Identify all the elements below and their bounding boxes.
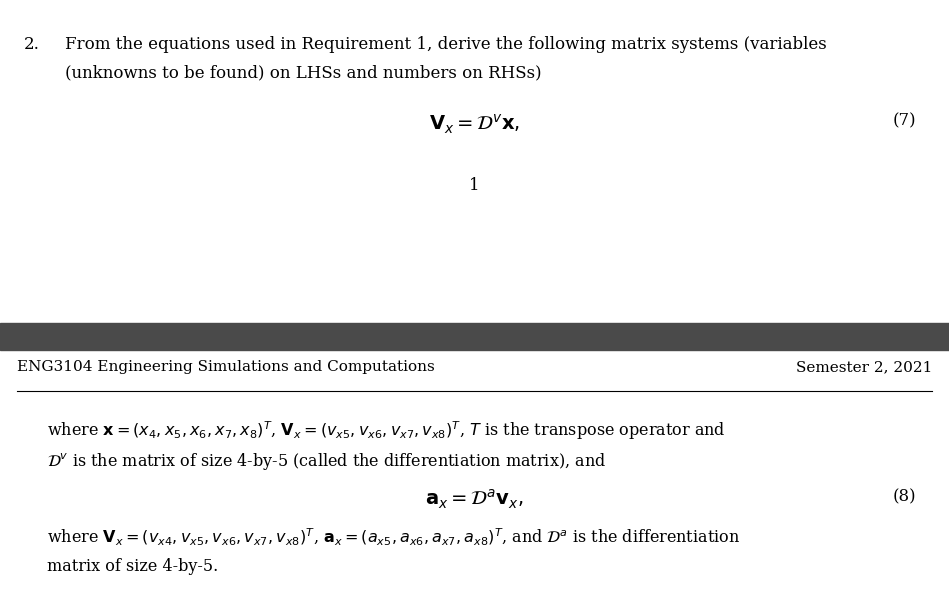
Text: From the equations used in Requirement 1, derive the following matrix systems (v: From the equations used in Requirement 1… <box>65 36 827 53</box>
Text: matrix of size 4-by-5.: matrix of size 4-by-5. <box>47 558 218 575</box>
Text: ENG3104 Engineering Simulations and Computations: ENG3104 Engineering Simulations and Comp… <box>17 361 435 374</box>
Text: 1: 1 <box>469 177 480 193</box>
Text: where $\mathbf{V}_x = (v_{x4}, v_{x5}, v_{x6}, v_{x7}, v_{x8})^T$, $\mathbf{a}_x: where $\mathbf{V}_x = (v_{x4}, v_{x5}, v… <box>47 527 740 548</box>
Text: (7): (7) <box>892 113 916 129</box>
Text: $\mathbf{V}_x = \mathcal{D}^v\mathbf{x},$: $\mathbf{V}_x = \mathcal{D}^v\mathbf{x},… <box>429 113 520 136</box>
Text: $\mathcal{D}^v$ is the matrix of size 4-by-5 (called the differentiation matrix): $\mathcal{D}^v$ is the matrix of size 4-… <box>47 451 606 472</box>
Text: where $\mathbf{x} = (x_4, x_5, x_6, x_7, x_8)^T$, $\mathbf{V}_x = (v_{x5}, v_{x6: where $\mathbf{x} = (x_4, x_5, x_6, x_7,… <box>47 419 726 442</box>
Text: 2.: 2. <box>24 36 40 53</box>
Text: Semester 2, 2021: Semester 2, 2021 <box>795 361 932 374</box>
Bar <box>0 323 949 350</box>
Text: $\mathbf{a}_x = \mathcal{D}^a\mathbf{v}_x,$: $\mathbf{a}_x = \mathcal{D}^a\mathbf{v}_… <box>425 488 524 512</box>
Text: (unknowns to be found) on LHSs and numbers on RHSs): (unknowns to be found) on LHSs and numbe… <box>65 64 541 81</box>
Text: (8): (8) <box>892 488 916 505</box>
